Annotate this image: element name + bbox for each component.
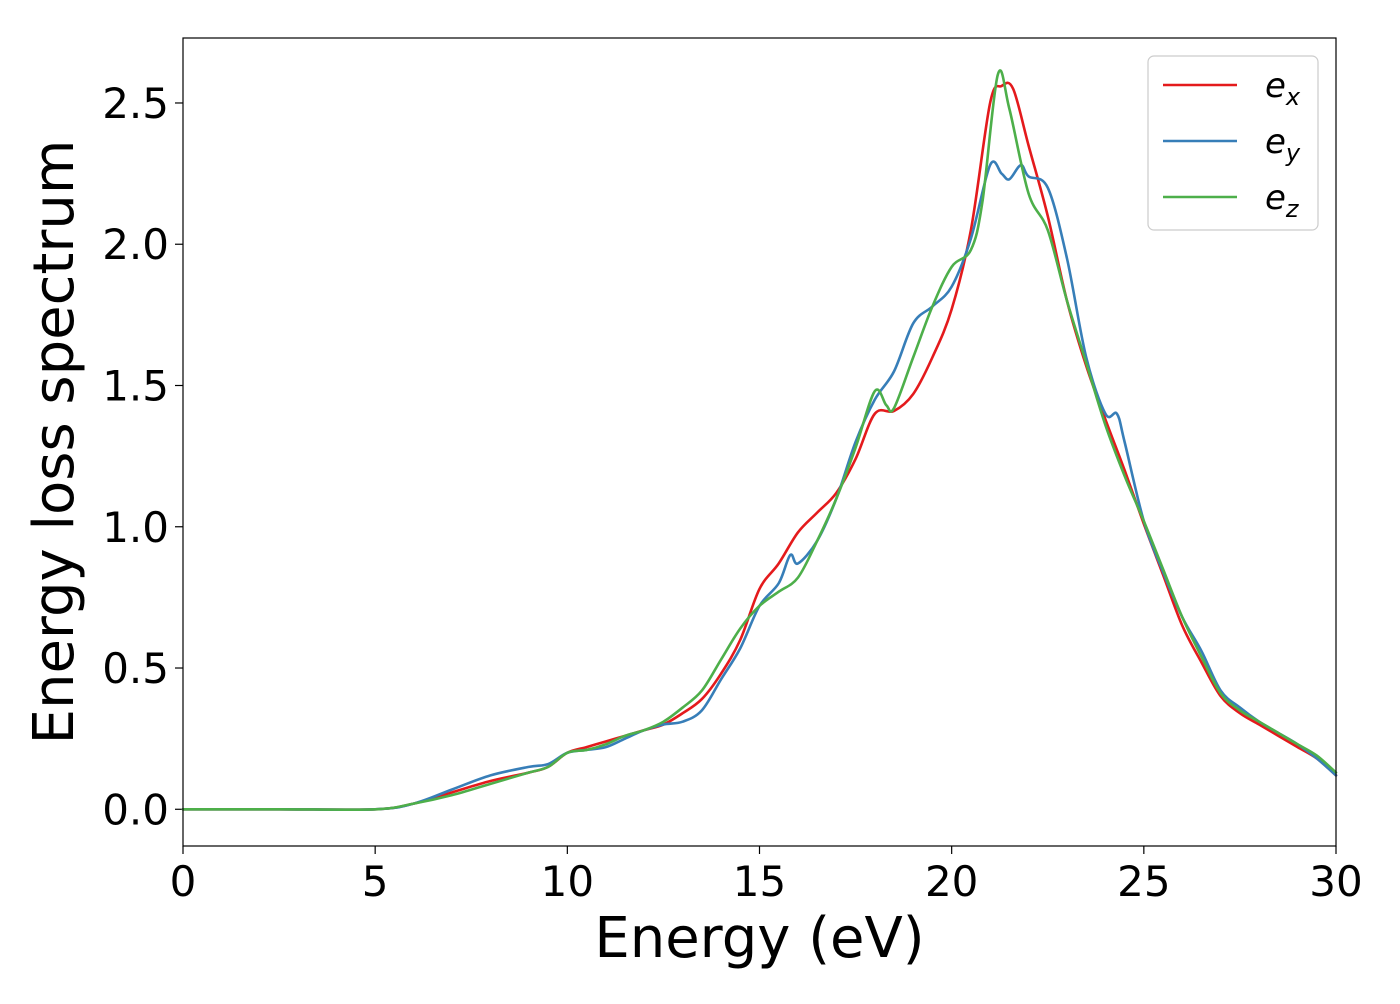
x-tick-label: 0 <box>170 857 197 906</box>
x-tick-label: 15 <box>733 857 786 906</box>
x-tick-label: 20 <box>925 857 978 906</box>
x-axis-label: Energy (eV) <box>594 906 924 971</box>
x-tick-label: 30 <box>1309 857 1362 906</box>
plot-frame <box>182 37 1337 847</box>
x-tick-label: 5 <box>362 857 389 906</box>
y-tick-label: 1.0 <box>102 503 169 552</box>
x-tick-label: 25 <box>1117 857 1170 906</box>
x-tick-label: 10 <box>541 857 594 906</box>
y-tick-label: 0.5 <box>102 644 169 693</box>
y-tick-label: 1.5 <box>102 361 169 410</box>
legend-label-x: ex <box>1265 66 1301 111</box>
y-axis-label: Energy loss spectrum <box>22 140 87 745</box>
x-axis-ticks: 0 5 10 15 20 25 30 <box>170 846 1363 906</box>
series-line-z <box>181 69 1338 811</box>
y-axis-ticks: 0.0 0.5 1.0 1.5 2.0 2.5 <box>102 79 183 834</box>
series-lines <box>181 69 1338 811</box>
y-tick-label: 0.0 <box>102 785 169 834</box>
legend-box <box>1147 55 1319 231</box>
y-tick-label: 2.5 <box>102 79 169 128</box>
legend-label-y: ey <box>1265 122 1301 167</box>
legend: ex ey ez <box>1147 55 1319 231</box>
legend-label-z: ez <box>1265 178 1300 223</box>
series-line-y <box>181 160 1338 811</box>
y-tick-label: 2.0 <box>102 220 169 269</box>
